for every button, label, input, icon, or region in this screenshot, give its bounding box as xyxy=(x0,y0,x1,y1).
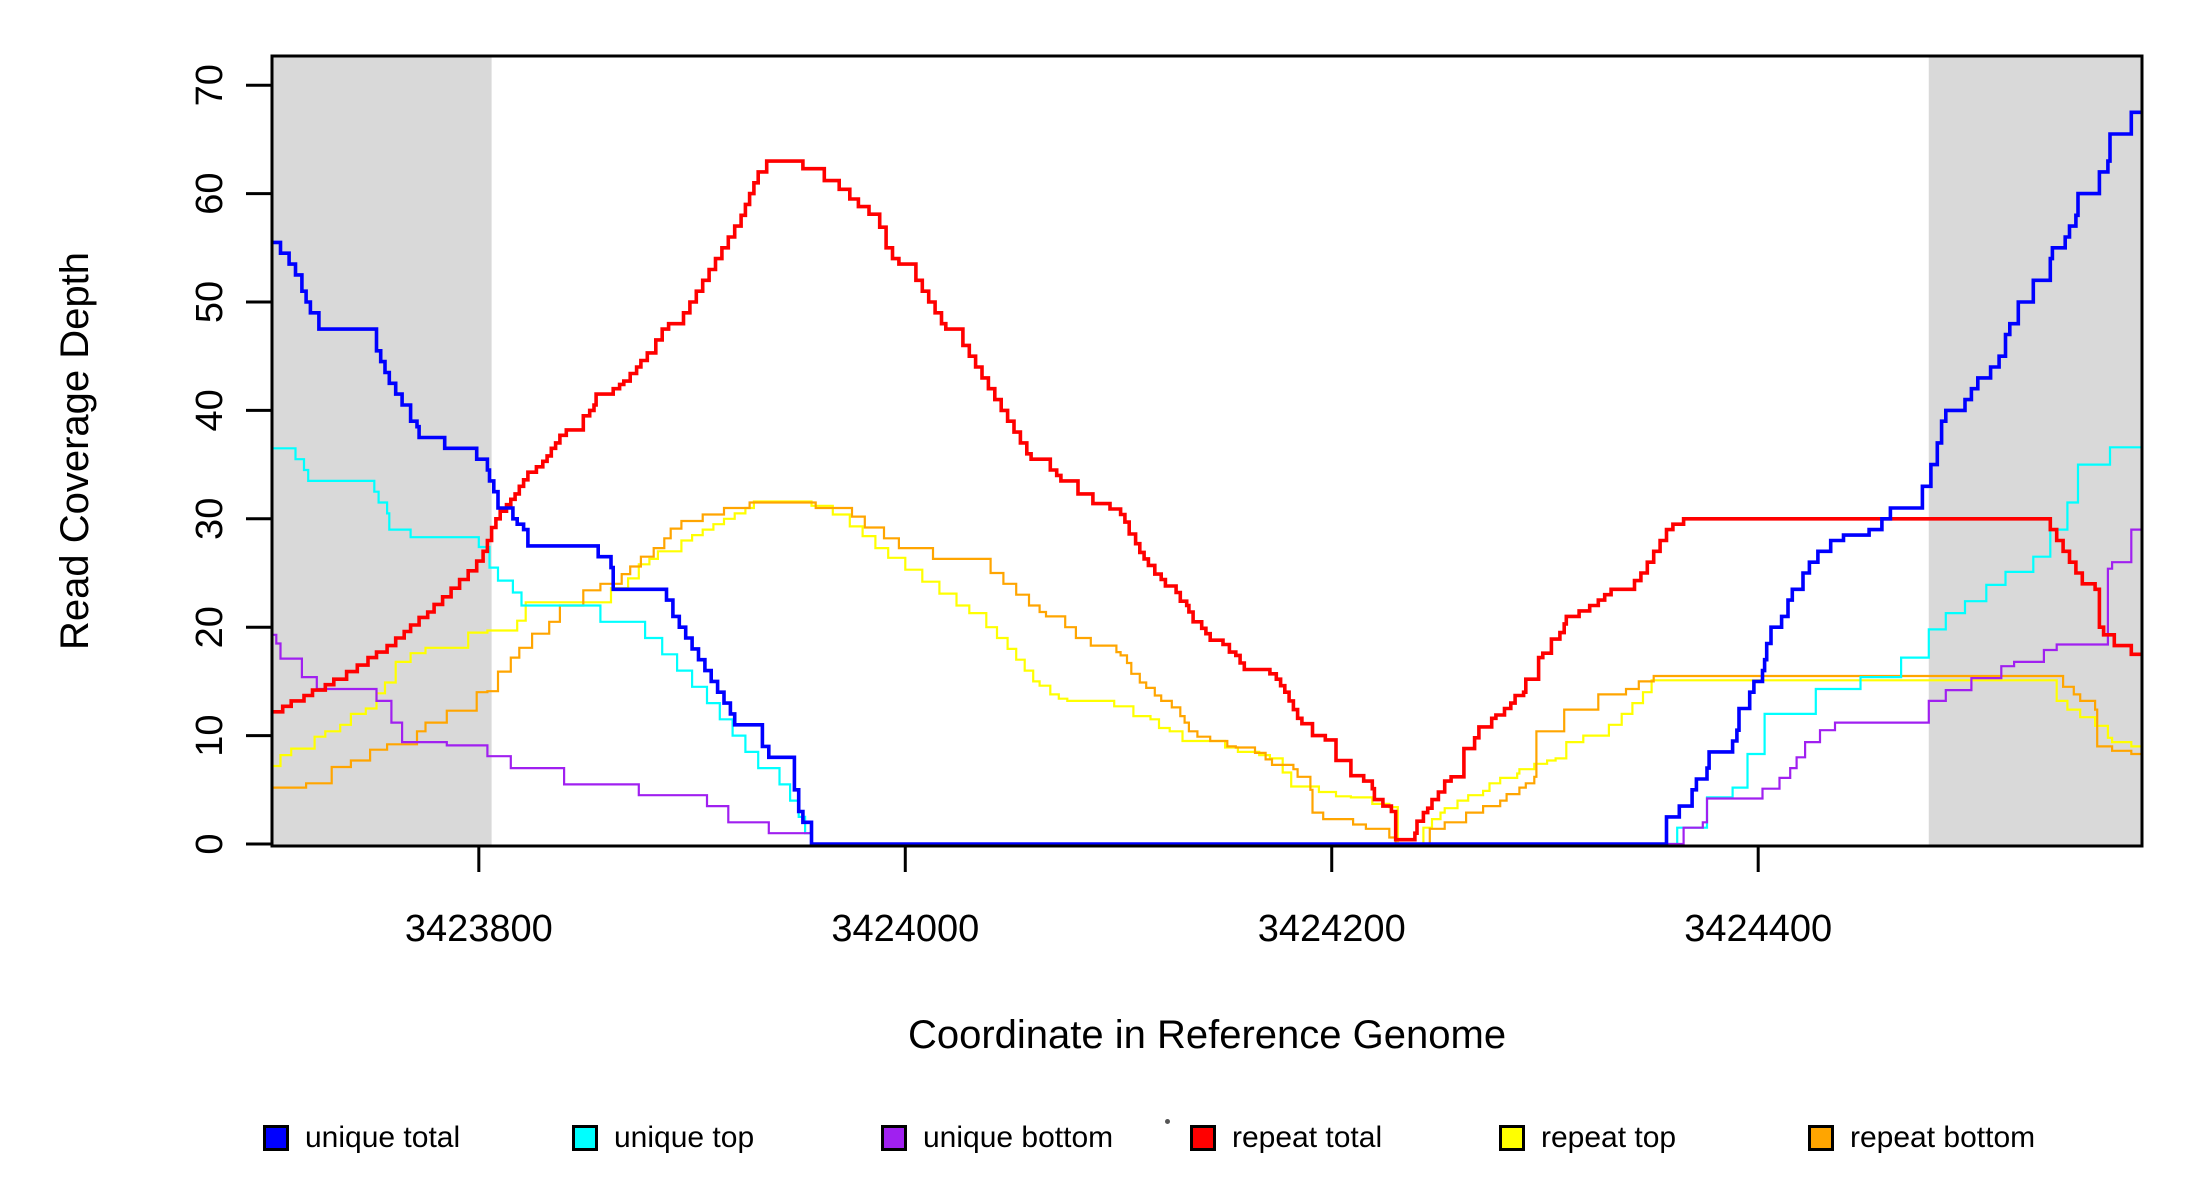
y-tick-label: 70 xyxy=(189,64,231,106)
legend-label: repeat bottom xyxy=(1850,1121,2036,1154)
y-tick-label: 50 xyxy=(189,281,231,323)
axes-layer: 3423800 3424000 3424200 3424400 0 10 20 30 40 50 6… xyxy=(189,54,2144,950)
repeat-top-line xyxy=(272,500,2142,846)
y-tick-label: 40 xyxy=(189,389,231,431)
legend-label: unique top xyxy=(614,1121,755,1154)
unique-total-line xyxy=(272,110,2142,846)
legend-label: unique bottom xyxy=(923,1121,1114,1154)
legend: unique total unique top unique bottom repea… xyxy=(0,1118,2200,1162)
legend-item-repeat-bottom: repeat bottom xyxy=(1808,1118,2035,1158)
x-tick-label: 3424200 xyxy=(1258,908,1406,950)
legend-swatch-repeat-total xyxy=(1190,1125,1216,1151)
legend-label: repeat top xyxy=(1541,1121,1677,1154)
legend-label: repeat total xyxy=(1232,1121,1383,1154)
legend-swatch-unique-top xyxy=(572,1125,598,1151)
shaded-regions xyxy=(272,56,2142,846)
y-tick-label: 10 xyxy=(189,714,231,756)
y-axis-title: Read Coverage Depth xyxy=(53,252,97,650)
y-tick-label: 30 xyxy=(189,498,231,540)
unique-top-line xyxy=(272,446,2142,846)
legend-swatch-repeat-bottom xyxy=(1808,1125,1834,1151)
x-axis-title: Coordinate in Reference Genome xyxy=(908,1013,1506,1057)
legend-swatch-unique-bottom xyxy=(881,1125,907,1151)
stray-dot xyxy=(1165,1119,1170,1124)
x-tick-label: 3424000 xyxy=(831,908,979,950)
repeat-bottom-line xyxy=(272,501,2142,846)
shaded-region-1 xyxy=(1928,56,2142,846)
legend-item-repeat-top: repeat top xyxy=(1499,1118,1676,1158)
legend-item-unique-bottom: unique bottom xyxy=(881,1118,1113,1158)
legend-swatch-unique-total xyxy=(263,1125,289,1151)
repeat-total-line xyxy=(272,159,2142,842)
y-tick-label: 0 xyxy=(189,833,231,854)
legend-swatch-repeat-top xyxy=(1499,1125,1525,1151)
legend-label: unique total xyxy=(305,1121,461,1154)
legend-item-unique-top: unique top xyxy=(572,1118,754,1158)
legend-item-unique-total: unique total xyxy=(263,1118,460,1158)
legend-item-repeat-total: repeat total xyxy=(1190,1118,1382,1158)
y-tick-label: 20 xyxy=(189,606,231,648)
series-lines xyxy=(272,110,2142,846)
x-tick-label: 3424400 xyxy=(1684,908,1832,950)
plot-box xyxy=(270,54,2144,848)
shaded-region-0 xyxy=(272,56,492,846)
x-tick-label: 3423800 xyxy=(405,908,553,950)
y-tick-label: 60 xyxy=(189,172,231,214)
unique-bottom-line xyxy=(272,528,2142,846)
